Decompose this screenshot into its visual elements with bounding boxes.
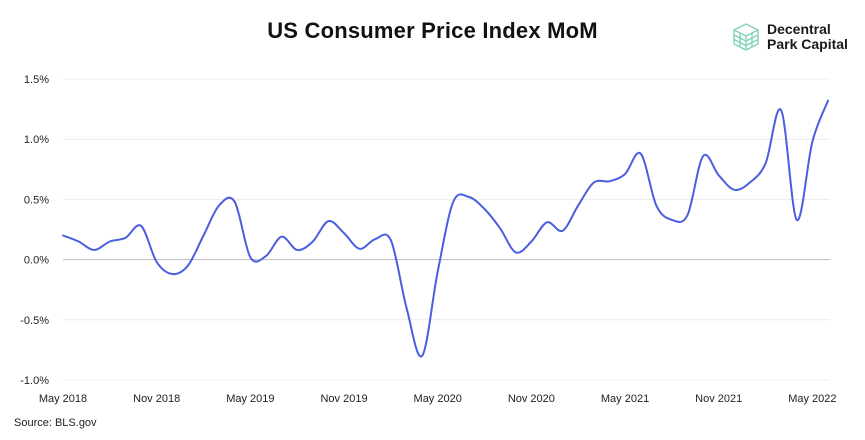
data-point	[77, 240, 81, 244]
data-point	[576, 203, 580, 207]
brand-name-line2: Park Capital	[767, 36, 848, 52]
data-point	[732, 188, 736, 192]
data-point	[498, 226, 502, 230]
data-point	[311, 240, 315, 244]
x-tick-label: May 2019	[226, 393, 274, 405]
y-tick-label: 1.5%	[24, 74, 49, 86]
x-tick-label: May 2022	[788, 393, 836, 405]
data-point	[545, 220, 549, 224]
data-point	[155, 260, 159, 264]
data-point	[436, 270, 440, 274]
data-point	[514, 250, 518, 254]
stacked-cube-logo-icon	[733, 23, 759, 51]
data-point	[108, 240, 112, 244]
data-point	[670, 218, 674, 222]
data-point	[764, 161, 768, 165]
data-point	[217, 203, 221, 207]
data-point	[420, 354, 424, 358]
data-point	[654, 203, 658, 207]
data-point	[607, 179, 611, 183]
data-point	[280, 235, 284, 239]
y-tick-label: 0.0%	[24, 255, 49, 267]
brand-name-line1: Decentral	[767, 21, 831, 37]
data-point	[123, 236, 127, 240]
data-point	[686, 213, 690, 217]
x-tick-label: Nov 2021	[695, 393, 742, 405]
x-tick-label: Nov 2018	[133, 393, 180, 405]
data-point	[779, 108, 783, 112]
data-point	[529, 240, 533, 244]
data-point	[295, 248, 299, 252]
data-point	[342, 231, 346, 235]
y-tick-label: -1.0%	[20, 375, 49, 387]
data-point	[202, 234, 206, 238]
x-tick-label: May 2018	[39, 393, 87, 405]
data-point	[326, 219, 330, 223]
source-note: Source: BLS.gov	[14, 417, 97, 429]
data-point	[451, 200, 455, 204]
y-tick-label: -0.5%	[20, 315, 49, 327]
chart-title: US Consumer Price Index MoM	[267, 18, 598, 43]
data-point	[795, 218, 799, 222]
data-point	[467, 195, 471, 199]
data-point	[358, 247, 362, 251]
data-point	[170, 272, 174, 276]
x-tick-label: Nov 2019	[320, 393, 367, 405]
data-point	[389, 238, 393, 242]
data-point	[748, 181, 752, 185]
data-point	[373, 237, 377, 241]
data-point	[826, 99, 830, 103]
data-point	[139, 224, 143, 228]
data-point	[405, 306, 409, 310]
x-tick-label: May 2020	[414, 393, 462, 405]
data-point	[61, 234, 65, 238]
x-tick-label: Nov 2020	[508, 393, 555, 405]
brand-logo: Decentral Park Capital	[731, 22, 848, 52]
series-line	[62, 99, 829, 358]
data-point	[186, 264, 190, 268]
data-point	[561, 229, 565, 233]
data-point	[623, 172, 627, 176]
data-point	[592, 181, 596, 185]
data-point	[248, 255, 252, 259]
data-point	[639, 152, 643, 156]
data-point	[92, 248, 96, 252]
data-point	[810, 140, 814, 144]
data-point	[483, 207, 487, 211]
y-tick-label: 1.0%	[24, 134, 49, 146]
x-tick-label: May 2021	[601, 393, 649, 405]
data-point	[701, 154, 705, 158]
data-point	[717, 173, 721, 177]
data-point	[233, 200, 237, 204]
y-tick-label: 0.5%	[24, 194, 49, 206]
data-point	[264, 254, 268, 258]
